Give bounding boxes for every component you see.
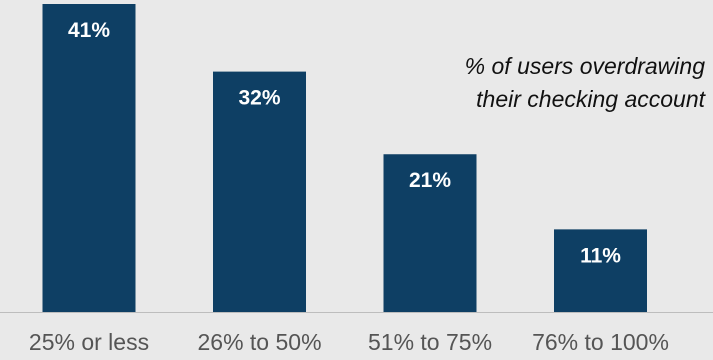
x-tick-label-4: 76% to 100%: [532, 329, 669, 355]
x-tick-label-1: 25% or less: [29, 329, 149, 355]
bar-value-label-3: 21%: [409, 169, 451, 192]
bar-2: [213, 71, 306, 312]
chart-annotation: % of users overdrawing their checking ac…: [365, 50, 705, 116]
bars-group: 41% 32% 21% 11%: [42, 4, 647, 312]
x-tick-label-2: 26% to 50%: [197, 329, 321, 355]
bar-3: [383, 154, 477, 312]
x-tick-label-3: 51% to 75%: [368, 329, 492, 355]
bar-1: [42, 4, 136, 312]
bar-value-label-4: 11%: [580, 244, 621, 267]
annotation-line-2: their checking account: [476, 86, 705, 112]
bar-value-label-1: 41%: [68, 19, 110, 42]
annotation-line-1: % of users overdrawing: [464, 53, 705, 79]
x-tick-labels: 25% or less 26% to 50% 51% to 75% 76% to 10…: [29, 329, 669, 355]
bar-value-label-2: 32%: [238, 87, 280, 110]
bar-4: [554, 229, 647, 312]
